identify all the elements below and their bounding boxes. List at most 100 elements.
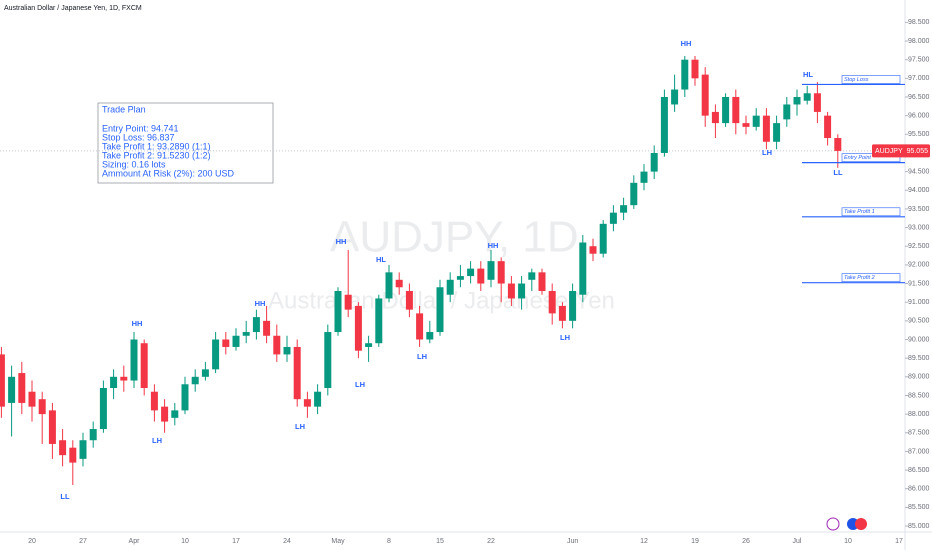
candle-body: [456, 276, 464, 280]
pattern-label: LH: [295, 422, 305, 431]
candle-body: [222, 339, 230, 347]
pattern-label: HH: [255, 299, 266, 308]
pattern-label: LH: [355, 380, 365, 389]
candle-body: [334, 290, 342, 333]
candle-body: [752, 115, 760, 127]
candle-body: [793, 96, 801, 105]
x-tick-label: Jul: [793, 538, 802, 545]
y-tick-label: 90.500: [908, 318, 930, 325]
trade-plan-line: Entry Point: 94.741: [102, 123, 179, 133]
candle-body: [0, 354, 5, 407]
candle-body: [762, 115, 770, 142]
candle-body: [120, 376, 128, 381]
candle-body: [385, 272, 393, 299]
y-tick-label: 91.000: [908, 299, 930, 306]
pattern-label: HH: [336, 237, 347, 246]
candle-body: [671, 89, 679, 105]
candle-body: [589, 246, 597, 254]
level-label-box: [841, 75, 901, 84]
y-tick-label: 96.500: [908, 94, 930, 101]
candle-body: [640, 171, 648, 183]
candle-body: [191, 376, 199, 385]
y-tick-label: 85.500: [908, 504, 930, 511]
level-label: Take Profit 1: [844, 209, 875, 215]
candle-body: [28, 391, 36, 407]
trade-plan-line: Sizing: 0.16 lots: [102, 159, 166, 169]
y-tick-label: 85.000: [908, 523, 930, 530]
candle-body: [650, 152, 658, 172]
trade-plan-line: Take Profit 2: 91.5230 (1:2): [102, 150, 211, 160]
y-tick-label: 95.500: [908, 131, 930, 138]
x-tick-label: 22: [487, 538, 495, 545]
x-tick-label: 15: [436, 538, 444, 545]
x-tick-label: Jun: [567, 538, 578, 545]
candle-body: [773, 123, 781, 142]
level-label-box: [841, 273, 901, 282]
x-tick-label: 17: [232, 538, 240, 545]
candle-body: [538, 272, 546, 291]
candle-body: [38, 399, 46, 415]
x-tick-label: 8: [387, 538, 391, 545]
candle-body: [497, 261, 505, 284]
y-tick-label: 96.000: [908, 112, 930, 119]
candle-body: [89, 429, 97, 441]
candle-body: [620, 205, 628, 213]
y-tick-label: 86.500: [908, 467, 930, 474]
candle-body: [732, 96, 740, 124]
y-tick-label: 86.000: [908, 486, 930, 493]
candle-body: [426, 332, 434, 340]
candle-body: [212, 339, 220, 370]
candle-body: [8, 376, 16, 403]
y-tick-label: 92.500: [908, 243, 930, 250]
candle-body: [79, 440, 87, 459]
event-icon[interactable]: [855, 518, 867, 530]
candle-body: [609, 212, 617, 224]
candle-body: [48, 410, 56, 444]
pattern-label: LL: [60, 492, 70, 501]
candle-body: [701, 74, 709, 116]
candle-body: [130, 339, 138, 381]
candle-body: [161, 406, 169, 422]
trade-plan-box: [97, 102, 274, 184]
x-tick-label: 26: [742, 538, 750, 545]
candle-body: [283, 346, 291, 355]
pattern-label: HH: [132, 319, 143, 328]
x-tick-label: 19: [691, 538, 699, 545]
pattern-label: LL: [833, 168, 843, 177]
candle-body: [660, 96, 668, 153]
candle-body: [365, 343, 373, 347]
y-tick-label: 91.500: [908, 280, 930, 287]
candle-body: [99, 387, 107, 430]
candle-body: [416, 313, 424, 340]
candle-body: [446, 279, 454, 295]
candle-body: [467, 268, 475, 277]
y-tick-label: 88.000: [908, 411, 930, 418]
y-tick-label: 93.000: [908, 224, 930, 231]
event-icon[interactable]: [826, 517, 840, 531]
candle-body: [69, 447, 77, 463]
candle-body: [150, 391, 158, 411]
candle-body: [201, 369, 209, 377]
candle-body: [599, 223, 607, 254]
candle-body: [395, 279, 403, 288]
x-tick-label: 12: [640, 538, 648, 545]
candle-body: [742, 123, 750, 127]
candle-body: [630, 182, 638, 206]
candle-body: [783, 104, 791, 120]
pattern-label: LH: [152, 436, 162, 445]
y-tick-label: 89.500: [908, 355, 930, 362]
candle-body: [273, 335, 281, 355]
candle-body: [232, 335, 240, 347]
y-tick-label: 89.000: [908, 374, 930, 381]
y-tick-label: 94.000: [908, 187, 930, 194]
x-tick-label: May: [331, 538, 345, 545]
candle-body: [324, 332, 332, 388]
candle-body: [314, 391, 322, 407]
x-tick-label: 10: [844, 538, 852, 545]
x-tick-label: 17: [895, 538, 903, 545]
candle-body: [711, 111, 719, 124]
header-title: Australian Dollar / Japanese Yen, 1D, FX…: [4, 5, 142, 12]
candle-body: [59, 440, 67, 456]
